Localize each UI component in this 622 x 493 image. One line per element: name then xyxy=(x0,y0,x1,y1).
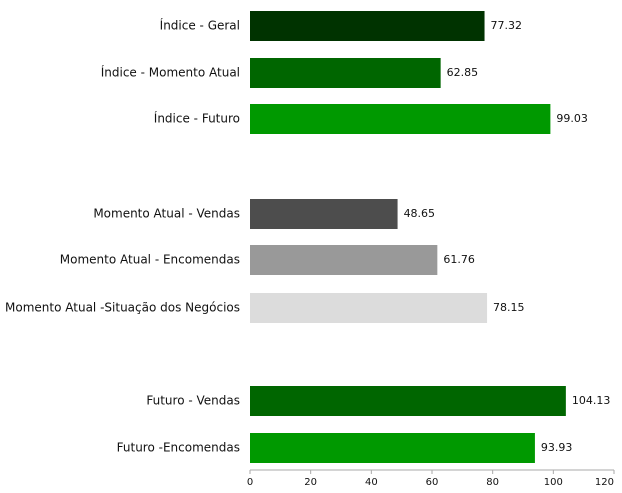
category-label: Índice - Futuro xyxy=(154,111,240,126)
bar-row: Momento Atual -Situação dos Negócios 78.1… xyxy=(5,293,525,323)
bar-row: Momento Atual - Encomendas 61.76 xyxy=(60,245,475,275)
value-label: 77.32 xyxy=(491,19,523,32)
category-label: Futuro - Vendas xyxy=(146,394,240,408)
category-label: Índice - Momento Atual xyxy=(101,65,240,80)
bar xyxy=(250,58,441,88)
bar xyxy=(250,199,398,229)
category-label: Momento Atual -Situação dos Negócios xyxy=(5,301,240,315)
category-label: Momento Atual - Encomendas xyxy=(60,253,240,267)
value-label: 48.65 xyxy=(404,207,436,220)
x-tick-label: 60 xyxy=(426,477,439,488)
x-tick-label: 0 xyxy=(247,477,253,488)
bar-row: Índice - Momento Atual 62.85 xyxy=(101,58,478,88)
value-label: 93.93 xyxy=(541,441,573,454)
bar xyxy=(250,245,438,275)
bar-row: Índice - Geral 77.32 xyxy=(160,11,522,41)
bar-row: Futuro -Encomendas 93.93 xyxy=(117,433,573,463)
x-tick-label: 100 xyxy=(544,477,563,488)
value-label: 61.76 xyxy=(443,253,475,266)
bars-layer: Índice - Geral 77.32 Índice - Momento Atua… xyxy=(5,11,610,463)
bar xyxy=(250,433,535,463)
x-tick-label: 120 xyxy=(595,477,614,488)
x-axis: 0 20 40 60 80 100 120 xyxy=(247,469,615,488)
bar-row: Futuro - Vendas 104.13 xyxy=(146,386,610,416)
x-tick-label: 20 xyxy=(304,477,317,488)
value-label: 78.15 xyxy=(493,301,525,314)
category-label: Índice - Geral xyxy=(160,18,240,33)
x-tick-label: 40 xyxy=(365,477,378,488)
bar xyxy=(250,104,551,134)
bar xyxy=(250,293,488,323)
bar xyxy=(250,386,566,416)
category-label: Futuro -Encomendas xyxy=(117,441,240,455)
bar-row: Índice - Futuro 99.03 xyxy=(154,104,588,134)
value-label: 104.13 xyxy=(572,394,611,407)
value-label: 62.85 xyxy=(447,66,479,79)
bar-row: Momento Atual - Vendas 48.65 xyxy=(93,199,435,229)
value-label: 99.03 xyxy=(556,112,588,125)
bar xyxy=(250,11,485,41)
category-label: Momento Atual - Vendas xyxy=(93,207,240,221)
x-tick-label: 80 xyxy=(486,477,499,488)
